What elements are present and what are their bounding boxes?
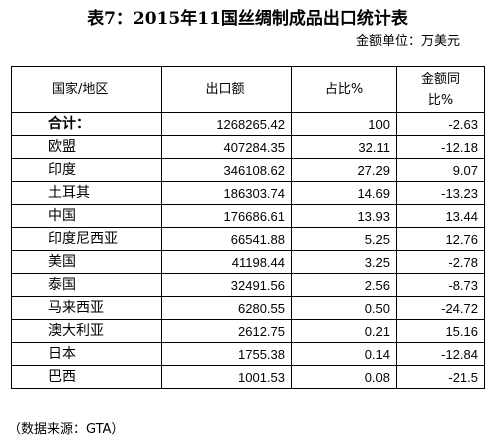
change-cell: 9.07 xyxy=(396,158,485,182)
table-body: 合计： 1268265.42 100 -2.63 欧盟 407284.35 32.11 -12… xyxy=(11,112,485,389)
export-cell: 176686.61 xyxy=(161,204,292,228)
country-cell: 澳大利亚 xyxy=(11,319,162,343)
country-cell: 印度尼西亚 xyxy=(11,227,162,251)
change-cell: -13.23 xyxy=(396,181,485,205)
share-cell: 32.11 xyxy=(291,135,397,159)
table-row: 日本 1755.38 0.14 -12.84 xyxy=(11,342,485,366)
change-cell: 12.76 xyxy=(396,227,485,251)
table-row: 马来西亚 6280.55 0.50 -24.72 xyxy=(11,296,485,320)
export-cell: 41198.44 xyxy=(161,250,292,274)
share-cell: 0.21 xyxy=(291,319,397,343)
country-cell: 合计： xyxy=(11,112,162,136)
table-row: 美国 41198.44 3.25 -2.78 xyxy=(11,250,485,274)
table-row: 土耳其 186303.74 14.69 -13.23 xyxy=(11,181,485,205)
change-cell: -24.72 xyxy=(396,296,485,320)
share-cell: 3.25 xyxy=(291,250,397,274)
country-cell: 美国 xyxy=(11,250,162,274)
export-cell: 407284.35 xyxy=(161,135,292,159)
share-cell: 0.50 xyxy=(291,296,397,320)
table-row: 中国 176686.61 13.93 13.44 xyxy=(11,204,485,228)
table-row: 印度尼西亚 66541.88 5.25 12.76 xyxy=(11,227,485,251)
table-row: 澳大利亚 2612.75 0.21 15.16 xyxy=(11,319,485,343)
header-share: 占比% xyxy=(291,66,397,113)
header-change: 金额同 比% xyxy=(396,66,485,113)
share-cell: 100 xyxy=(291,112,397,136)
export-cell: 66541.88 xyxy=(161,227,292,251)
header-export: 出口额 xyxy=(161,66,292,113)
header-country: 国家/地区 xyxy=(11,66,162,113)
share-cell: 0.14 xyxy=(291,342,397,366)
export-cell: 32491.56 xyxy=(161,273,292,297)
export-cell: 346108.62 xyxy=(161,158,292,182)
table-row: 印度 346108.62 27.29 9.07 xyxy=(11,158,485,182)
table-header: 国家/地区 出口额 占比% 金额同 比% xyxy=(11,66,485,113)
change-cell: -12.84 xyxy=(396,342,485,366)
table-row: 泰国 32491.56 2.56 -8.73 xyxy=(11,273,485,297)
change-cell: 15.16 xyxy=(396,319,485,343)
country-cell: 日本 xyxy=(11,342,162,366)
change-cell: -21.5 xyxy=(396,365,485,389)
table-row-total: 合计： 1268265.42 100 -2.63 xyxy=(11,112,485,136)
share-cell: 0.08 xyxy=(291,365,397,389)
share-cell: 27.29 xyxy=(291,158,397,182)
change-cell: -2.78 xyxy=(396,250,485,274)
change-cell: -8.73 xyxy=(396,273,485,297)
country-cell: 巴西 xyxy=(11,365,162,389)
export-cell: 1001.53 xyxy=(161,365,292,389)
country-cell: 中国 xyxy=(11,204,162,228)
export-cell: 2612.75 xyxy=(161,319,292,343)
change-cell: -12.18 xyxy=(396,135,485,159)
export-cell: 6280.55 xyxy=(161,296,292,320)
country-cell: 土耳其 xyxy=(11,181,162,205)
unit-label: 金额单位：万美元 xyxy=(355,34,460,49)
share-cell: 14.69 xyxy=(291,181,397,205)
data-source-note: （数据来源：GTA） xyxy=(8,422,125,437)
country-cell: 印度 xyxy=(11,158,162,182)
share-cell: 5.25 xyxy=(291,227,397,251)
share-cell: 2.56 xyxy=(291,273,397,297)
header-row: 国家/地区 出口额 占比% 金额同 比% xyxy=(11,66,485,113)
header-change-line1: 金额同 xyxy=(420,71,460,87)
table-row: 欧盟 407284.35 32.11 -12.18 xyxy=(11,135,485,159)
change-cell: 13.44 xyxy=(396,204,485,228)
country-cell: 欧盟 xyxy=(11,135,162,159)
table-row: 巴西 1001.53 0.08 -21.5 xyxy=(11,365,485,389)
page-title: 表7：2015年11国丝绸制成品出口统计表 xyxy=(87,9,408,29)
change-cell: -2.63 xyxy=(396,112,485,136)
country-cell: 马来西亚 xyxy=(11,296,162,320)
header-change-line2: 比% xyxy=(427,92,454,108)
share-cell: 13.93 xyxy=(291,204,397,228)
export-cell: 1268265.42 xyxy=(161,112,292,136)
country-cell: 泰国 xyxy=(11,273,162,297)
export-statistics-table: 国家/地区 出口额 占比% 金额同 比% 合计： 1268265.42 100 -2.… xyxy=(11,66,485,389)
export-cell: 186303.74 xyxy=(161,181,292,205)
export-cell: 1755.38 xyxy=(161,342,292,366)
